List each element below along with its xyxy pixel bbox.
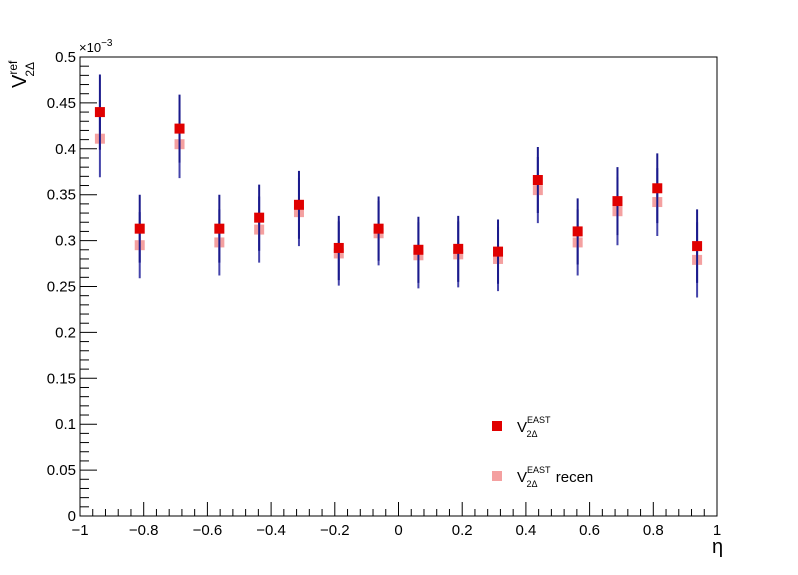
legend-label-superscript: EAST [527, 465, 551, 475]
legend-label: VEAST 2Δ recen [517, 465, 593, 489]
data-point [493, 246, 504, 257]
y-tick-label: 0.05 [47, 462, 76, 479]
x-tick-label: 1 [713, 522, 721, 539]
data-point [373, 223, 384, 234]
y-tick-label: 0.25 [47, 279, 76, 296]
series-group [94, 74, 703, 284]
legend-marker [492, 421, 502, 431]
data-point [572, 226, 583, 237]
y-title-subscript: 2Δ [23, 62, 37, 77]
x-tick-label: −0.2 [320, 522, 350, 539]
legend-marker [492, 471, 502, 481]
data-point [333, 242, 344, 253]
y-tick-label: 0.1 [55, 416, 76, 433]
y-title-base: V [9, 74, 31, 88]
legend-label: VEAST 2Δ [517, 415, 551, 439]
y-tick-label: 0.15 [47, 370, 76, 387]
data-point [293, 199, 304, 210]
x-tick-label: 0.4 [515, 522, 536, 539]
legend-label-base: V [517, 469, 527, 486]
data-point [532, 175, 543, 186]
data-point [94, 107, 105, 118]
legend-label-superscript: EAST [527, 415, 551, 425]
y-tick-label: 0 [68, 508, 76, 525]
legend-label-subscript: 2Δ [527, 429, 538, 439]
x-tick-label: 0 [394, 522, 402, 539]
y-multiplier-exponent: −3 [101, 38, 113, 49]
data-series [94, 74, 703, 298]
x-axis-title: η [712, 536, 723, 558]
x-tick-label: 0.2 [452, 522, 473, 539]
legend-label-suffix: recen [552, 469, 594, 486]
x-tick-label: −0.4 [256, 522, 286, 539]
data-point [214, 223, 225, 234]
y-multiplier-base: ×10 [79, 40, 101, 55]
legend-label-base: V [517, 419, 527, 436]
data-point [692, 241, 703, 252]
y-axis: 0 0.05 0.1 0.15 0.2 0.25 0.3 0.35 0.4 0.45 0.5 [47, 49, 97, 525]
y-tick-label: 0.45 [47, 95, 76, 112]
y-tick-label: 0.3 [55, 233, 76, 250]
legend-label-subscript: 2Δ [527, 479, 538, 489]
x-tick-label: −0.8 [129, 522, 159, 539]
data-point [612, 196, 623, 207]
x-axis: −1 −0.8 −0.6 −0.4 −0.2 0 0.2 0.4 0.6 0.8 1 [71, 502, 721, 539]
data-point [652, 183, 663, 194]
data-point [453, 243, 464, 254]
y-axis-multiplier: ×10−3 [79, 38, 113, 55]
y-tick-label: 0.35 [47, 187, 76, 204]
data-point [134, 223, 145, 234]
x-tick-label: −0.6 [193, 522, 223, 539]
y-tick-label: 0.5 [55, 49, 76, 66]
data-point [174, 123, 185, 134]
y-axis-title: Vref 2Δ [6, 60, 37, 88]
y-tick-label: 0.4 [55, 141, 76, 158]
data-point [413, 244, 424, 255]
data-point [254, 212, 265, 223]
y-title-superscript: ref [6, 60, 20, 75]
x-tick-label: 0.6 [579, 522, 600, 539]
x-tick-label: −1 [71, 522, 88, 539]
x-tick-label: 0.8 [643, 522, 664, 539]
y-tick-label: 0.2 [55, 324, 76, 341]
